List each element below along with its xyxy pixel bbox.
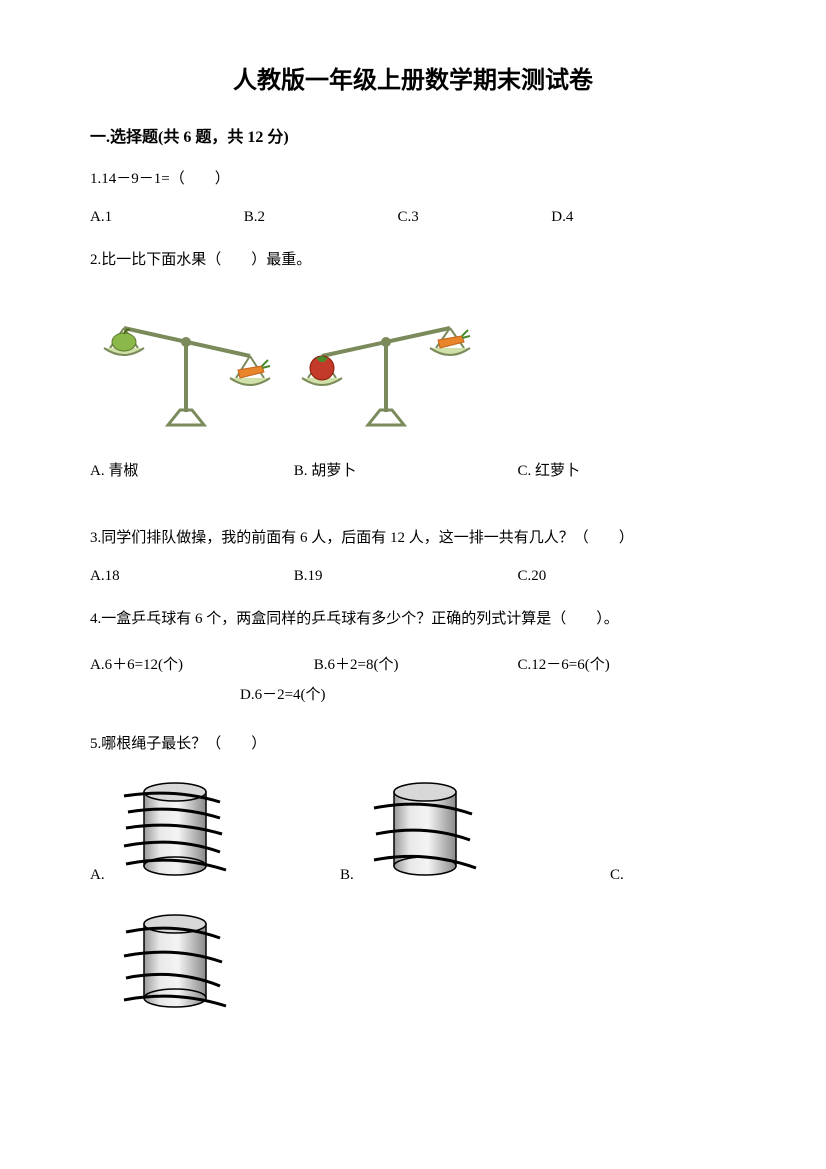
q5-figure: A. B. <box>90 774 736 1016</box>
q4-text: 4.一盒乒乓球有 6 个，两盒同样的乒乓球有多少个？正确的列式计算是（ ）。 <box>90 607 736 631</box>
section-header: 一.选择题(共 6 题，共 12 分) <box>90 123 736 147</box>
q4-opt-a: A.6＋6=12(个) <box>90 650 310 680</box>
q5-text: 5.哪根绳子最长？（ ） <box>90 732 736 756</box>
q1-opt-d: D.4 <box>551 209 573 226</box>
q5-opt-c: C. <box>610 867 640 884</box>
q4-opt-b: B.6＋2=8(个) <box>314 650 514 680</box>
page-title: 人教版一年级上册数学期末测试卷 <box>90 60 736 95</box>
q2-opt-c: C. 红萝卜 <box>518 459 581 480</box>
q2-options: A. 青椒 B. 胡萝卜 C. 红萝卜 <box>90 459 736 480</box>
q5-opt-b: B. <box>340 867 370 884</box>
q3-opt-c: C.20 <box>518 568 547 585</box>
q2-text: 2.比一比下面水果（ ）最重。 <box>90 248 736 272</box>
cylinder-a-icon <box>120 774 230 884</box>
q4-opt-d: D.6－2=4(个) <box>240 680 440 710</box>
q1-opt-c: C.3 <box>398 209 548 226</box>
q3-text: 3.同学们排队做操，我的前面有 6 人，后面有 12 人，这一排一共有几人？（ … <box>90 526 736 550</box>
q1-text: 1.14－9－1=（ ） <box>90 167 736 191</box>
cylinder-b-icon <box>370 774 480 884</box>
q2-opt-a: A. 青椒 <box>90 459 290 480</box>
q2-opt-b: B. 胡萝卜 <box>294 459 514 480</box>
q4-opt-c: C.12－6=6(个) <box>518 650 610 680</box>
q2-figure <box>90 290 736 435</box>
q3-opt-a: A.18 <box>90 568 290 585</box>
q3-opt-b: B.19 <box>294 568 514 585</box>
q4-options: A.6＋6=12(个) B.6＋2=8(个) C.12－6=6(个) D.6－2… <box>90 649 736 710</box>
q3-options: A.18 B.19 C.20 <box>90 568 736 585</box>
q1-opt-b: B.2 <box>244 209 394 226</box>
q1-options: A.1 B.2 C.3 D.4 <box>90 209 736 226</box>
q1-opt-a: A.1 <box>90 209 240 226</box>
q5-opt-a: A. <box>90 867 120 884</box>
cylinder-c-icon <box>120 906 230 1016</box>
